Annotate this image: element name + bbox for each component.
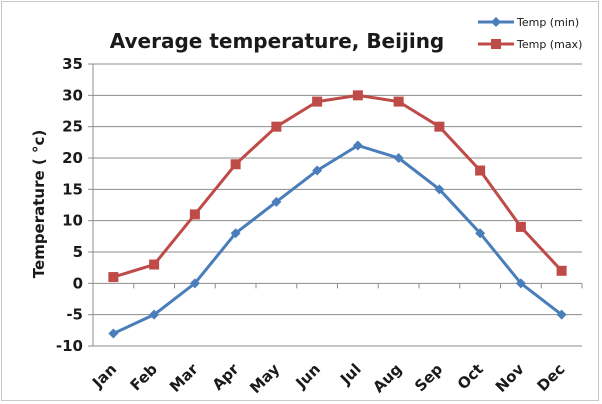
x-tick-label: Aug	[369, 360, 405, 396]
legend: Temp (min) Temp (max)	[478, 16, 582, 51]
x-tick-label: Dec	[533, 360, 568, 395]
data-point	[556, 265, 567, 276]
data-point	[312, 96, 323, 107]
x-tick-label: Jan	[88, 360, 120, 392]
data-point	[149, 259, 160, 270]
x-tick-label: Mar	[166, 360, 202, 396]
y-axis-label: Temperature ( °c)	[30, 130, 48, 278]
y-tick-label: 20	[62, 149, 83, 167]
legend-marker	[491, 17, 501, 27]
y-tick-label: 5	[73, 243, 83, 261]
data-point	[108, 272, 119, 283]
x-tick-label: May	[246, 360, 283, 397]
y-tick-label: 15	[62, 180, 83, 198]
chart-title: Average temperature, Beijing	[110, 29, 445, 53]
data-point	[475, 165, 486, 176]
data-point	[475, 228, 486, 239]
x-tick-label: Jul	[336, 360, 365, 389]
x-tick-label: Apr	[209, 360, 243, 394]
x-tick-label: Nov	[492, 360, 528, 396]
data-point	[393, 96, 404, 107]
x-tick-label: Oct	[454, 360, 487, 393]
data-point	[312, 165, 323, 176]
data-point	[230, 228, 241, 239]
legend-label: Temp (max)	[516, 38, 582, 51]
y-tick-label: 30	[62, 86, 83, 104]
series-line-1	[112, 143, 563, 335]
data-point	[189, 209, 200, 220]
y-tick-label: -10	[56, 337, 83, 355]
series-line-2	[112, 93, 563, 279]
data-point	[352, 140, 363, 151]
series-group	[108, 90, 567, 339]
data-point	[556, 309, 567, 320]
x-tick-label: Feb	[127, 360, 162, 395]
x-tick-label: Jun	[291, 360, 323, 392]
y-tick-labels: -10 -5 0 5 10 15 20 25 30 35	[56, 55, 83, 355]
y-tick-label: 10	[62, 212, 83, 230]
data-point	[271, 196, 282, 207]
data-point	[434, 121, 445, 132]
data-point	[515, 278, 526, 289]
data-point	[108, 328, 119, 339]
axes	[88, 63, 583, 347]
x-tick-labels: Jan Feb Mar Apr May Jun Jul Aug Sep Oct Nov Dec	[88, 360, 568, 397]
y-tick-label: 0	[73, 274, 83, 292]
data-point	[230, 159, 241, 170]
y-tick-label: 25	[62, 118, 83, 136]
legend-marker	[491, 39, 501, 49]
data-point	[352, 90, 363, 101]
data-point	[515, 221, 526, 232]
data-point	[434, 184, 445, 195]
data-point	[271, 121, 282, 132]
y-tick-label: -5	[66, 306, 83, 324]
legend-label: Temp (min)	[516, 16, 579, 29]
data-point	[149, 309, 160, 320]
data-point	[189, 278, 200, 289]
data-point	[393, 153, 404, 163]
y-tick-label: 35	[62, 55, 83, 73]
x-tick-label: Sep	[411, 360, 446, 395]
